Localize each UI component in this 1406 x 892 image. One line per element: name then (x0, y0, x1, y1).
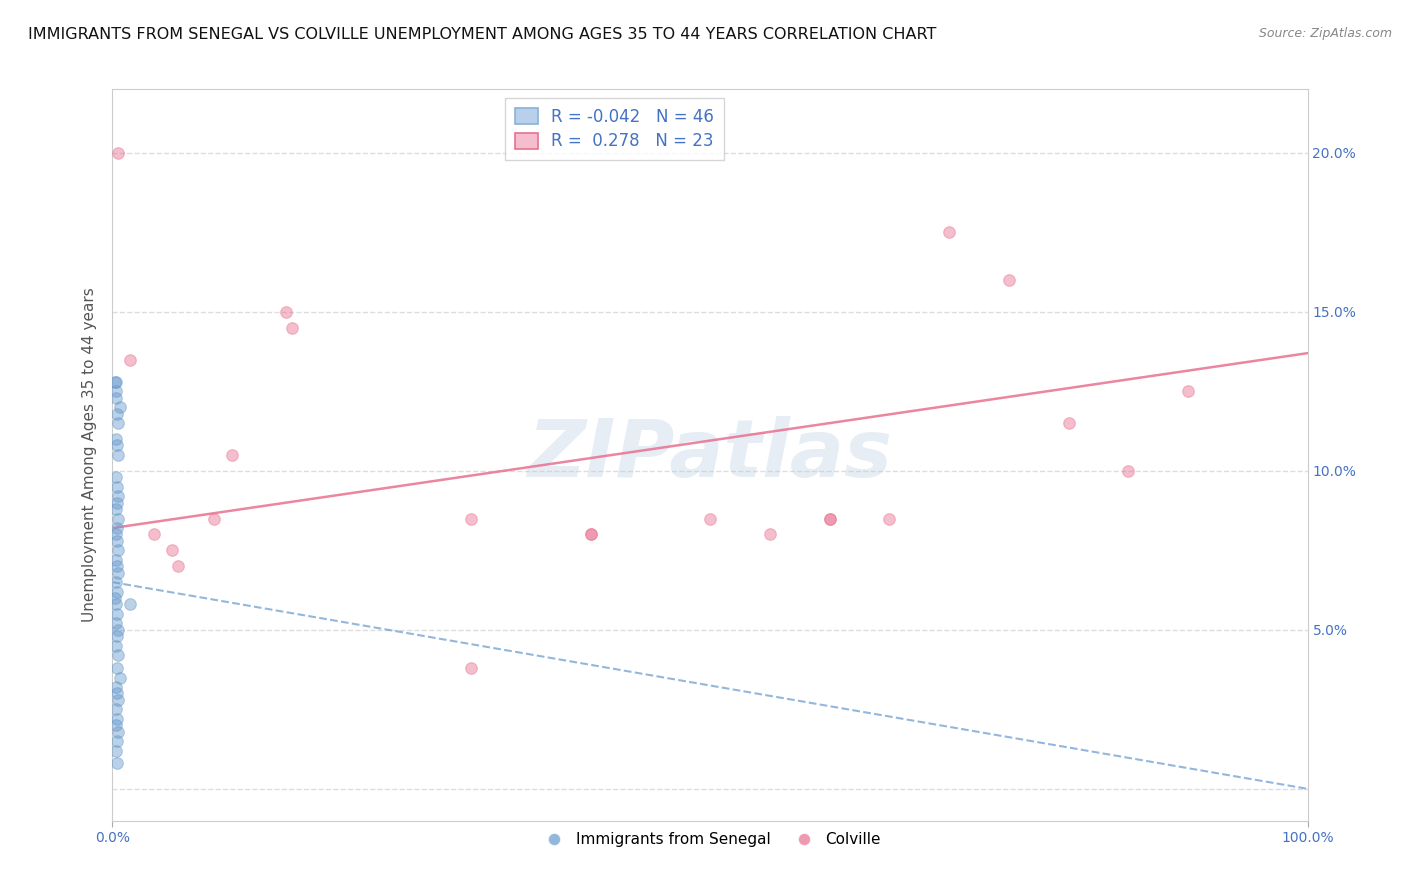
Point (162, 543, 183, 558)
Point (105, 521, 128, 535)
Point (105, 629, 128, 643)
Point (107, 693, 129, 707)
Point (1057, 416, 1080, 430)
Point (879, 511, 901, 525)
Point (107, 448, 129, 462)
Point (105, 712, 128, 726)
Text: ZIPatlas: ZIPatlas (527, 416, 893, 494)
Point (105, 527, 128, 541)
Point (274, 305, 297, 319)
Point (105, 438, 128, 452)
Point (107, 489, 129, 503)
Point (104, 375, 127, 389)
Point (759, 527, 782, 541)
Point (105, 584, 128, 599)
Point (221, 448, 243, 462)
Point (120, 352, 142, 367)
Point (107, 724, 129, 739)
Point (105, 616, 128, 631)
Point (105, 702, 128, 716)
Point (105, 686, 128, 700)
Point (105, 407, 128, 421)
Point (104, 591, 127, 605)
Point (107, 623, 129, 637)
Point (105, 575, 128, 590)
Point (105, 639, 128, 653)
Point (105, 734, 128, 748)
Point (579, 527, 602, 541)
Point (108, 671, 131, 685)
Point (938, 225, 960, 239)
Point (105, 375, 128, 389)
Point (107, 543, 129, 558)
Point (105, 553, 128, 567)
Point (699, 511, 721, 525)
Point (105, 744, 128, 758)
Point (105, 470, 128, 484)
Point (105, 661, 128, 675)
Point (105, 680, 128, 694)
Y-axis label: Unemployment Among Ages 35 to 44 years: Unemployment Among Ages 35 to 44 years (82, 287, 97, 623)
Point (998, 273, 1021, 287)
Text: IMMIGRANTS FROM SENEGAL VS COLVILLE UNEMPLOYMENT AMONG AGES 35 TO 44 YEARS CORRE: IMMIGRANTS FROM SENEGAL VS COLVILLE UNEM… (28, 27, 936, 42)
Point (167, 559, 190, 574)
Point (107, 648, 129, 663)
Point (1118, 464, 1140, 478)
Point (105, 384, 128, 399)
Point (105, 756, 128, 771)
Point (460, 661, 482, 675)
Point (105, 495, 128, 509)
Point (143, 527, 166, 541)
Text: Source: ZipAtlas.com: Source: ZipAtlas.com (1258, 27, 1392, 40)
Point (105, 598, 128, 612)
Legend: Immigrants from Senegal, Colville: Immigrants from Senegal, Colville (533, 826, 887, 854)
Point (107, 416, 129, 430)
Point (105, 480, 128, 494)
Point (818, 511, 841, 525)
Point (105, 502, 128, 516)
Point (202, 511, 225, 525)
Point (108, 401, 131, 415)
Point (105, 718, 128, 732)
Point (120, 598, 142, 612)
Point (818, 511, 841, 525)
Point (107, 145, 129, 160)
Point (105, 533, 128, 548)
Point (281, 320, 304, 334)
Point (107, 566, 129, 580)
Point (579, 527, 602, 541)
Point (105, 559, 128, 574)
Point (105, 432, 128, 446)
Point (105, 607, 128, 621)
Point (107, 511, 129, 525)
Point (1177, 384, 1199, 399)
Point (105, 391, 128, 405)
Point (460, 511, 482, 525)
